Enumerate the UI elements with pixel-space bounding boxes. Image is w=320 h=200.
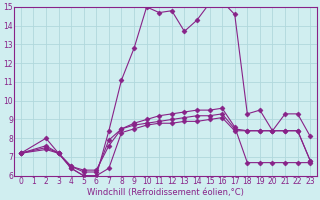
X-axis label: Windchill (Refroidissement éolien,°C): Windchill (Refroidissement éolien,°C) bbox=[87, 188, 244, 197]
